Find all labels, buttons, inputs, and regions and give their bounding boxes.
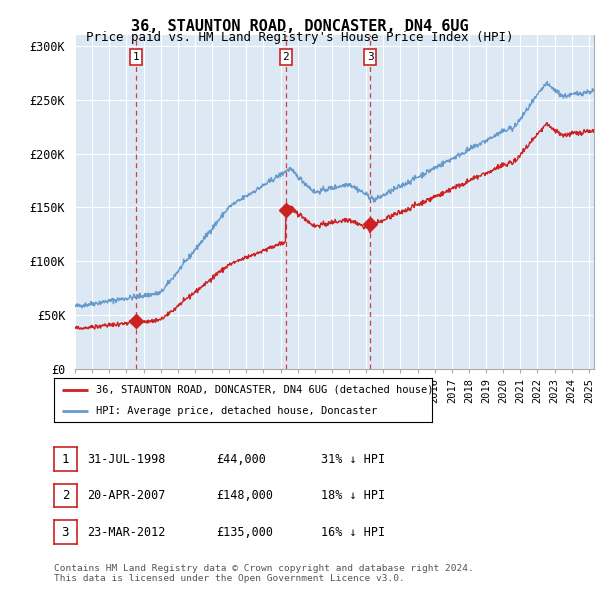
Text: £44,000: £44,000 xyxy=(216,453,266,466)
Text: HPI: Average price, detached house, Doncaster: HPI: Average price, detached house, Donc… xyxy=(95,406,377,416)
Text: 1: 1 xyxy=(133,52,140,62)
Text: 36, STAUNTON ROAD, DONCASTER, DN4 6UG: 36, STAUNTON ROAD, DONCASTER, DN4 6UG xyxy=(131,19,469,34)
Text: 23-MAR-2012: 23-MAR-2012 xyxy=(87,526,166,539)
Text: 2: 2 xyxy=(283,52,289,62)
Text: 3: 3 xyxy=(367,52,374,62)
Text: 1: 1 xyxy=(62,453,69,466)
Text: 20-APR-2007: 20-APR-2007 xyxy=(87,489,166,502)
Text: 18% ↓ HPI: 18% ↓ HPI xyxy=(321,489,385,502)
Text: Contains HM Land Registry data © Crown copyright and database right 2024.
This d: Contains HM Land Registry data © Crown c… xyxy=(54,563,474,583)
Text: 31-JUL-1998: 31-JUL-1998 xyxy=(87,453,166,466)
Text: 36, STAUNTON ROAD, DONCASTER, DN4 6UG (detached house): 36, STAUNTON ROAD, DONCASTER, DN4 6UG (d… xyxy=(95,385,433,395)
Text: £148,000: £148,000 xyxy=(216,489,273,502)
Text: 2: 2 xyxy=(62,489,69,502)
Text: 16% ↓ HPI: 16% ↓ HPI xyxy=(321,526,385,539)
Text: 3: 3 xyxy=(62,526,69,539)
Text: 31% ↓ HPI: 31% ↓ HPI xyxy=(321,453,385,466)
Text: Price paid vs. HM Land Registry's House Price Index (HPI): Price paid vs. HM Land Registry's House … xyxy=(86,31,514,44)
Text: £135,000: £135,000 xyxy=(216,526,273,539)
